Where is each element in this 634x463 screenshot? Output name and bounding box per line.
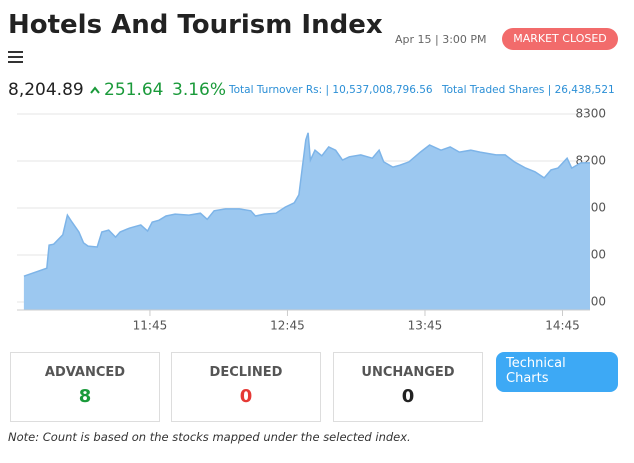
card-label: ADVANCED xyxy=(44,365,126,380)
x-tick-label: 12:45 xyxy=(270,319,305,333)
turnover-value: 10,537,008,796.56 xyxy=(332,84,433,96)
market-status: MARKET CLOSED xyxy=(502,28,618,50)
card-value: 0 xyxy=(401,386,415,407)
line xyxy=(23,132,590,277)
card-label: UNCHANGED xyxy=(361,365,455,380)
up-arrow xyxy=(90,86,100,94)
shares-label: Total Traded Shares | xyxy=(442,84,552,96)
card-label: DECLINED xyxy=(209,365,283,380)
note: Note: Count is based on the stocks mappe… xyxy=(8,430,411,444)
card-value: 0 xyxy=(239,386,253,407)
title: Hotels And Tourism Index xyxy=(8,10,383,40)
x-tick-label: 14:45 xyxy=(545,319,580,333)
card: ADVANCED 8 xyxy=(10,352,160,422)
datetime: Apr 15 | 3:00 PM xyxy=(395,33,487,46)
y-tick-label: 8300 xyxy=(575,107,606,121)
card-value: 8 xyxy=(78,386,92,407)
change-pct: 3.16% xyxy=(172,80,227,100)
card: UNCHANGED 0 xyxy=(333,352,483,422)
shares: Total Traded Shares | 26,438,521 xyxy=(442,84,615,96)
card: DECLINED 0 xyxy=(171,352,321,422)
technical-charts-button[interactable]: Technical Charts xyxy=(496,352,618,392)
area xyxy=(23,132,591,310)
menu-icon[interactable] xyxy=(8,51,24,65)
x-tick-label: 11:45 xyxy=(133,319,168,333)
turnover-label: Total Turnover Rs: | xyxy=(229,84,330,96)
x-tick-label: 13:45 xyxy=(408,319,443,333)
turnover: Total Turnover Rs: | 10,537,008,796.56 xyxy=(229,84,433,96)
shares-value: 26,438,521 xyxy=(554,84,615,96)
price: 8,204.89 xyxy=(8,80,84,100)
change: 251.64 xyxy=(104,80,164,100)
